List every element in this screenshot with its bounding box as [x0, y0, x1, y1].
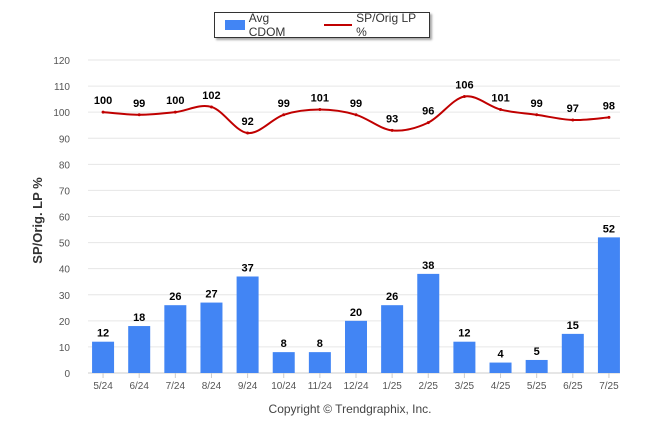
bar-data-label: 12	[97, 328, 109, 340]
y-tick-label: 100	[53, 108, 70, 119]
line-data-label: 106	[455, 80, 473, 92]
line-point	[209, 105, 213, 109]
x-tick-label: 2/25	[419, 381, 439, 392]
line-data-label: 99	[133, 98, 145, 110]
line-point	[607, 115, 611, 119]
bar	[525, 359, 548, 373]
line-point	[137, 113, 141, 117]
legend-item-bar[interactable]: Avg CDOM	[225, 11, 308, 39]
bar-data-label: 12	[458, 328, 470, 340]
legend-item-line[interactable]: SP/Orig LP %	[324, 11, 429, 39]
bar	[381, 305, 404, 373]
bar-data-label: 8	[317, 338, 323, 350]
line-point	[390, 128, 394, 132]
bar	[128, 326, 151, 373]
line-point	[173, 110, 177, 114]
line-data-label: 100	[94, 95, 112, 107]
line-point	[571, 118, 575, 122]
y-tick-label: 110	[54, 82, 70, 93]
line-data-label: 101	[311, 93, 329, 105]
x-tick-label: 9/24	[238, 381, 258, 392]
bar-data-label: 15	[567, 320, 579, 332]
x-tick-label: 4/25	[491, 381, 511, 392]
bar-data-label: 18	[133, 312, 145, 324]
line-point	[246, 131, 250, 135]
x-tick-label: 7/24	[166, 381, 186, 392]
bar-data-label: 20	[350, 307, 362, 319]
y-tick-label: 70	[59, 186, 71, 197]
y-axis-title: SP/Orig. LP %	[30, 177, 45, 264]
line-data-label: 102	[202, 90, 220, 102]
bar	[345, 320, 367, 373]
legend-bar-swatch	[225, 20, 245, 30]
y-tick-label: 0	[64, 369, 70, 380]
bar	[561, 333, 584, 373]
y-tick-label: 90	[59, 134, 71, 145]
x-tick-label: 3/25	[455, 381, 475, 392]
line-data-label: 99	[350, 98, 362, 110]
bar-data-label: 27	[205, 289, 217, 301]
bar-data-label: 26	[386, 291, 398, 303]
line-point	[318, 108, 322, 112]
line-point	[354, 113, 358, 117]
x-tick-label: 1/25	[382, 381, 402, 392]
x-tick-label: 8/24	[202, 381, 222, 392]
y-tick-label: 40	[59, 265, 71, 276]
x-tick-label: 10/24	[271, 381, 296, 392]
x-tick-label: 7/25	[599, 381, 619, 392]
line-data-label: 93	[386, 113, 398, 125]
y-tick-label: 60	[59, 213, 71, 224]
y-tick-label: 20	[59, 317, 71, 328]
bar	[308, 352, 331, 373]
line-data-label: 99	[531, 98, 543, 110]
line-data-label: 92	[241, 116, 253, 128]
bar-data-label: 5	[534, 346, 540, 358]
x-tick-label: 5/25	[527, 381, 547, 392]
line-data-label: 100	[166, 95, 184, 107]
x-tick-label: 6/24	[129, 381, 149, 392]
x-tick-label: 12/24	[343, 381, 368, 392]
line-data-label: 99	[278, 98, 290, 110]
bar	[164, 305, 187, 373]
bar	[597, 237, 620, 373]
y-tick-label: 10	[59, 343, 71, 354]
line-point	[426, 121, 430, 125]
copyright-text: Copyright © Trendgraphix, Inc.	[268, 402, 432, 416]
bar	[236, 276, 259, 373]
y-tick-label: 50	[59, 239, 71, 250]
bar-data-label: 8	[281, 338, 287, 350]
y-tick-label: 120	[53, 56, 70, 67]
x-tick-label: 11/24	[308, 381, 333, 392]
legend-bar-label: Avg CDOM	[248, 11, 286, 39]
y-tick-label: 30	[59, 291, 71, 302]
x-tick-label: 6/25	[563, 381, 583, 392]
line-data-label: 96	[422, 106, 434, 118]
line-data-label: 97	[567, 103, 579, 115]
bar-data-label: 37	[241, 262, 253, 274]
line-point	[462, 95, 466, 99]
line-point	[282, 113, 286, 117]
legend: Avg CDOM SP/Orig LP %	[214, 11, 430, 39]
bar	[92, 341, 115, 373]
y-tick-label: 80	[59, 160, 71, 171]
bar-data-label: 38	[422, 260, 434, 272]
bar-data-label: 52	[603, 223, 615, 235]
bar	[200, 302, 223, 373]
bar	[417, 273, 440, 373]
bar-data-label: 4	[497, 349, 504, 361]
legend-line-swatch	[324, 24, 353, 26]
bar	[272, 352, 295, 373]
line-point	[101, 110, 105, 114]
bar	[453, 341, 476, 373]
legend-line-label: SP/Orig LP %	[356, 11, 416, 39]
line-point	[535, 113, 539, 117]
line-point	[499, 108, 503, 112]
bar	[489, 362, 512, 373]
x-tick-label: 5/24	[93, 381, 113, 392]
bar-data-label: 26	[169, 291, 181, 303]
line-data-label: 101	[491, 93, 509, 105]
line-data-label: 98	[603, 100, 615, 112]
